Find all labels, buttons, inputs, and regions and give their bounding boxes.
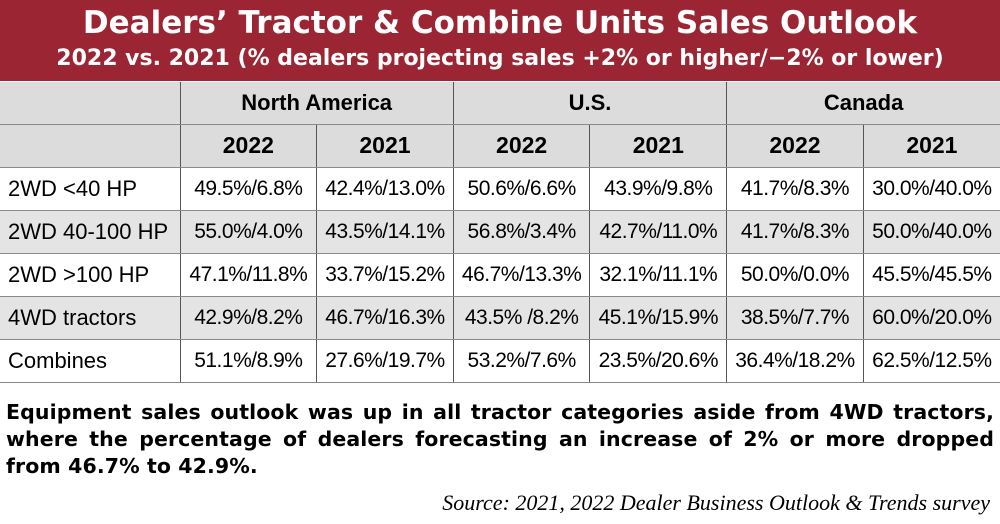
table-cell: 56.8%/3.4%	[453, 210, 591, 254]
year-header: 2022	[453, 124, 591, 168]
year-header: 2022	[180, 124, 318, 168]
year-header-row: 2022 2021 2022 2021 2022 2021	[0, 124, 1000, 168]
table-cell: 50.0%/40.0%	[863, 210, 1000, 254]
table-cell: 32.1%/11.1%	[589, 253, 728, 297]
table-row: 2WD 40-100 HP 55.0%/4.0% 43.5%/14.1% 56.8%/…	[0, 210, 1000, 254]
source-note: Source: 2021, 2022 Dealer Business Outlo…	[442, 490, 990, 515]
caption-text: Equipment sales outlook was up in all tr…	[6, 400, 994, 478]
table-cell: 47.1%/11.8%	[180, 253, 318, 297]
region-header-canada: Canada	[726, 82, 1000, 125]
table-cell: 45.5%/45.5%	[863, 253, 1000, 297]
table-cell: 46.7%/13.3%	[453, 253, 591, 297]
table-cell: 42.4%/13.0%	[316, 167, 454, 211]
table-cell: 60.0%/20.0%	[863, 296, 1000, 340]
table-row: Combines 51.1%/8.9% 27.6%/19.7% 53.2%/7.6% 2…	[0, 339, 1000, 383]
table-cell: 50.0%/0.0%	[726, 253, 864, 297]
table-body: 2WD <40 HP 49.5%/6.8% 42.4%/13.0% 50.6%/6.6…	[0, 167, 1000, 383]
table-cell: 33.7%/15.2%	[316, 253, 454, 297]
title-banner: Dealers’ Tractor & Combine Units Sales O…	[0, 0, 1000, 81]
chart-subtitle: 2022 vs. 2021 (% dealers projecting sale…	[56, 46, 944, 71]
region-header-row: North America U.S. Canada	[0, 82, 1000, 125]
table-cell: 49.5%/6.8%	[180, 167, 318, 211]
table-cell: 46.7%/16.3%	[316, 296, 454, 340]
table-cell: 42.7%/11.0%	[589, 210, 728, 254]
table-row: 2WD <40 HP 49.5%/6.8% 42.4%/13.0% 50.6%/6.6…	[0, 167, 1000, 211]
year-header: 2021	[316, 124, 454, 168]
year-header: 2022	[726, 124, 864, 168]
table-cell: 43.5%/14.1%	[316, 210, 454, 254]
table-cell: 23.5%/20.6%	[589, 339, 728, 383]
table-cell: 41.7%/8.3%	[726, 210, 864, 254]
row-label: Combines	[0, 339, 181, 383]
row-label: 2WD >100 HP	[0, 253, 181, 297]
table-cell: 43.9%/9.8%	[589, 167, 728, 211]
table-row: 2WD >100 HP 47.1%/11.8% 33.7%/15.2% 46.7%/1…	[0, 253, 1000, 297]
table-cell: 38.5%/7.7%	[726, 296, 864, 340]
table-cell: 62.5%/12.5%	[863, 339, 1000, 383]
corner-cell	[0, 82, 181, 125]
row-label: 4WD tractors	[0, 296, 181, 340]
region-header-us: U.S.	[453, 82, 728, 125]
table-cell: 50.6%/6.6%	[453, 167, 591, 211]
chart-title: Dealers’ Tractor & Combine Units Sales O…	[82, 5, 918, 41]
row-label: 2WD 40-100 HP	[0, 210, 181, 254]
table-cell: 42.9%/8.2%	[180, 296, 318, 340]
table-cell: 43.5% /8.2%	[453, 296, 591, 340]
year-header: 2021	[589, 124, 728, 168]
table-cell: 55.0%/4.0%	[180, 210, 318, 254]
table-cell: 41.7%/8.3%	[726, 167, 864, 211]
table-cell: 27.6%/19.7%	[316, 339, 454, 383]
outlook-table: North America U.S. Canada 2022 2021 2022…	[0, 82, 1000, 383]
table-cell: 51.1%/8.9%	[180, 339, 318, 383]
row-label: 2WD <40 HP	[0, 167, 181, 211]
corner-cell-year	[0, 124, 181, 168]
year-header: 2021	[863, 124, 1000, 168]
table-cell: 45.1%/15.9%	[589, 296, 728, 340]
table-cell: 30.0%/40.0%	[863, 167, 1000, 211]
table-cell: 53.2%/7.6%	[453, 339, 591, 383]
region-header-north-america: North America	[180, 82, 454, 125]
table-row: 4WD tractors 42.9%/8.2% 46.7%/16.3% 43.5% /…	[0, 296, 1000, 340]
table-cell: 36.4%/18.2%	[726, 339, 864, 383]
